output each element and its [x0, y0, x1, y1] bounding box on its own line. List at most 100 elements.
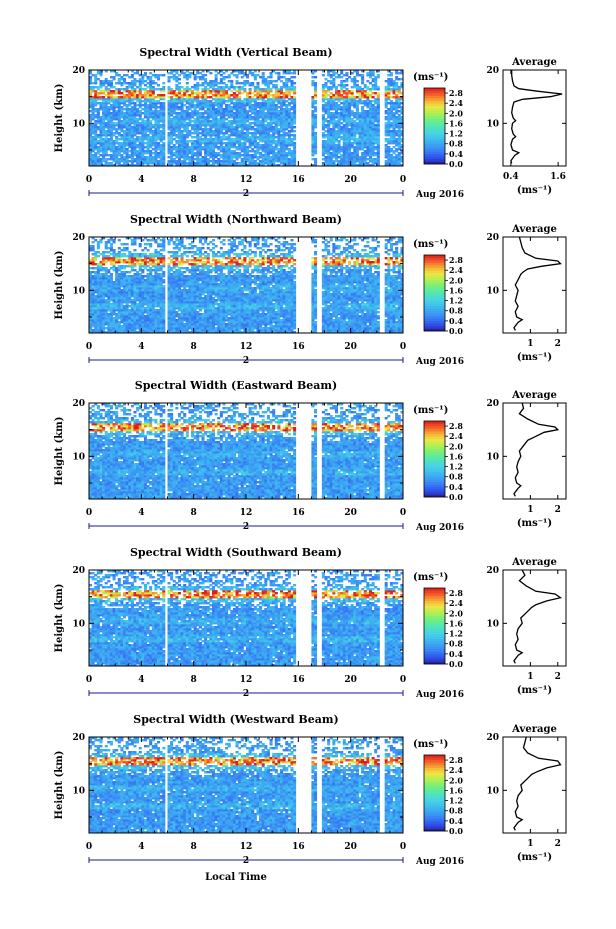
colorbar-swatch — [424, 100, 445, 104]
heatmap-cell — [130, 94, 134, 97]
heatmap-cell — [274, 160, 278, 163]
heatmap-cell — [123, 116, 127, 119]
heatmap-cell — [355, 100, 359, 103]
heatmap-cell — [162, 148, 166, 151]
heatmap-cell — [314, 164, 318, 167]
heatmap-cell — [149, 152, 153, 155]
heatmap-cell — [175, 76, 179, 79]
heatmap-cell — [180, 142, 184, 145]
heatmap-cell — [225, 162, 229, 165]
heatmap-cell — [334, 138, 338, 141]
heatmap-cell — [204, 96, 208, 99]
heatmap-cell — [125, 134, 129, 137]
date-label: Aug 2016 — [415, 190, 464, 200]
heatmap-cell — [327, 136, 331, 139]
heatmap-cell — [232, 108, 236, 111]
heatmap-cell — [107, 82, 111, 85]
heatmap-cell — [151, 82, 155, 85]
heatmap-cell — [117, 128, 121, 131]
heatmap-cell — [123, 88, 127, 91]
heatmap-cell — [282, 156, 286, 159]
heatmap-cell — [248, 122, 252, 125]
heatmap-cell — [214, 160, 218, 163]
heatmap-cell — [337, 156, 341, 159]
heatmap-cell — [376, 86, 380, 89]
heatmap-cell — [99, 104, 103, 107]
heatmap-cell — [154, 112, 158, 115]
heatmap-cell — [290, 112, 294, 115]
heatmap-cell — [256, 88, 260, 91]
heatmap-cell — [321, 146, 325, 149]
heatmap-cell — [219, 94, 223, 97]
heatmap-cell — [240, 106, 244, 109]
heatmap-cell — [172, 130, 176, 133]
heatmap-cell — [293, 130, 297, 133]
heatmap-cell — [217, 152, 221, 155]
heatmap-cell — [287, 160, 291, 163]
heatmap-cell — [211, 122, 215, 125]
heatmap-cell — [128, 134, 132, 137]
heatmap-cell — [371, 92, 375, 95]
heatmap-cell — [235, 140, 239, 143]
heatmap-cell — [321, 142, 325, 145]
heatmap-cell — [248, 144, 252, 147]
heatmap-cell — [272, 160, 276, 163]
heatmap-cell — [193, 144, 197, 147]
heatmap-cell — [238, 102, 242, 105]
heatmap-cell — [102, 130, 106, 133]
heatmap-cell — [363, 150, 367, 153]
heatmap-cell — [143, 142, 147, 145]
heatmap-cell — [206, 158, 210, 161]
heatmap-cell — [227, 122, 231, 125]
heatmap-cell — [392, 96, 396, 99]
heatmap-cell — [251, 132, 255, 135]
heatmap-cell — [251, 126, 255, 129]
heatmap-cell — [290, 152, 294, 155]
heatmap-cell — [104, 102, 108, 105]
heatmap-cell — [311, 72, 315, 75]
heatmap-cell — [138, 142, 142, 145]
heatmap-cell — [102, 146, 106, 149]
heatmap-cell — [104, 100, 108, 103]
heatmap-cell — [277, 98, 281, 101]
heatmap-cell — [240, 108, 244, 111]
heatmap-cell — [211, 158, 215, 161]
heatmap-cell — [177, 134, 181, 137]
heatmap-cell — [89, 94, 93, 97]
heatmap-cell — [261, 162, 265, 165]
heatmap-cell — [104, 118, 108, 121]
heatmap-cell — [89, 140, 93, 143]
heatmap-cell — [177, 96, 181, 99]
heatmap-cell — [196, 98, 200, 101]
heatmap-cell — [342, 92, 346, 95]
heatmap-cell — [329, 144, 333, 147]
heatmap-cell — [337, 104, 341, 107]
heatmap-cell — [196, 142, 200, 145]
heatmap-cell — [91, 142, 95, 145]
heatmap-cell — [277, 132, 281, 135]
heatmap-cell — [251, 150, 255, 153]
heatmap-cell — [342, 110, 346, 113]
heatmap-cell — [162, 154, 166, 157]
heatmap-cell — [269, 100, 273, 103]
heatmap-cell — [94, 96, 98, 99]
heatmap-cell — [342, 162, 346, 165]
heatmap-cell — [136, 104, 140, 107]
heatmap-cell — [91, 102, 95, 105]
heatmap-cell — [96, 162, 100, 165]
heatmap-cell — [272, 134, 276, 137]
heatmap-cell — [201, 132, 205, 135]
heatmap-cell — [261, 112, 265, 115]
heatmap-cell — [251, 136, 255, 139]
heatmap-cell — [193, 146, 197, 149]
heatmap-cell — [227, 86, 231, 89]
heatmap-cell — [91, 88, 95, 91]
heatmap-cell — [133, 164, 137, 167]
heatmap-cell — [285, 86, 289, 89]
heatmap-cell — [332, 98, 336, 101]
heatmap-cell — [154, 160, 158, 163]
heatmap-cell — [321, 128, 325, 131]
heatmap-cell — [259, 134, 263, 137]
heatmap-cell — [193, 162, 197, 165]
heatmap-cell — [246, 134, 250, 137]
